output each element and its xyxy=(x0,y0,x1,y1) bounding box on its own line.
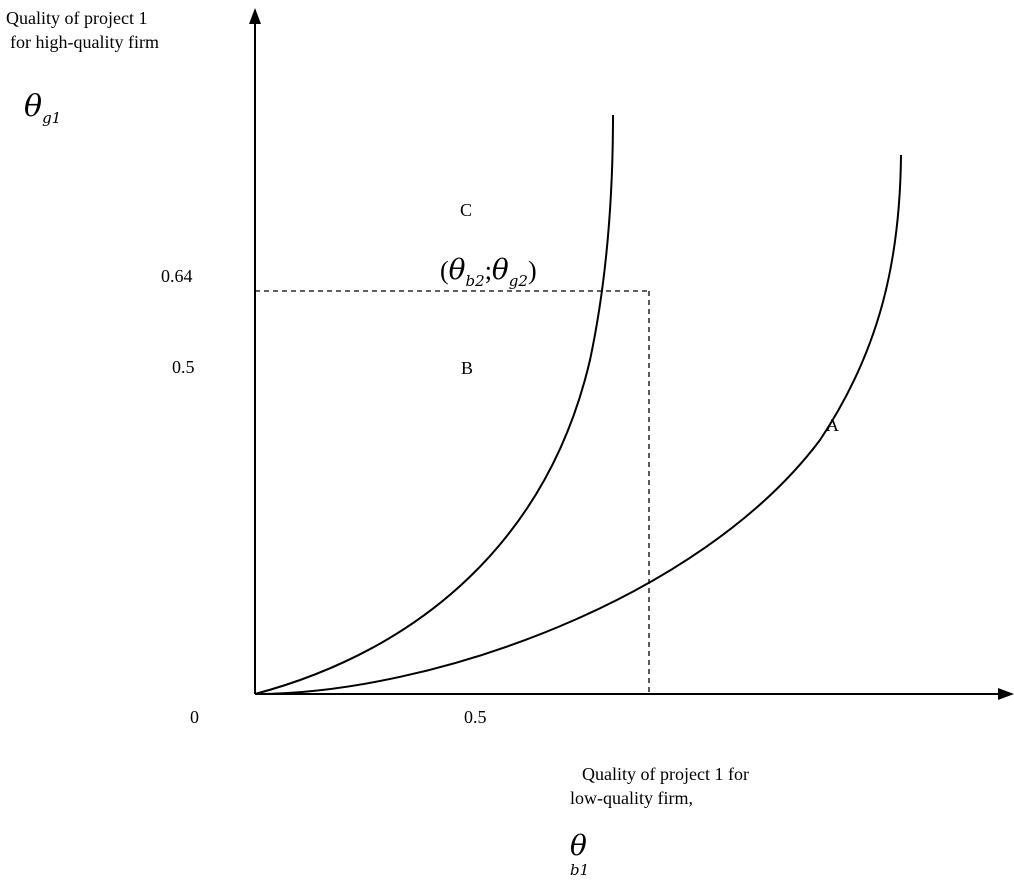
region-label-b: B xyxy=(461,358,474,378)
tick-label-y-05: 0.5 xyxy=(172,357,195,377)
point-label-separator: ; xyxy=(484,256,492,285)
point-label-theta-b: θ xyxy=(448,253,466,286)
inner-curve xyxy=(254,114,614,695)
y-axis-symbol-subscript: g1 xyxy=(42,109,62,127)
y-axis-title: Quality of project 1 for high-quality fi… xyxy=(6,6,159,54)
x-axis-arrowhead xyxy=(998,688,1014,700)
outer-curve-a xyxy=(254,154,902,695)
x-axis-symbol-subscript: b1 xyxy=(570,861,590,879)
y-axis-title-line1: Quality of project 1 xyxy=(6,8,148,28)
diagram-canvas xyxy=(249,8,1014,700)
x-axis-title-line2-text: low-quality firm, xyxy=(570,788,693,808)
x-axis-theta-symbol: θ xyxy=(570,829,587,862)
point-label: (θb2;θg2) xyxy=(440,256,537,289)
point-label-sub-b2: b2 xyxy=(465,272,485,290)
y-axis-arrowhead xyxy=(249,8,261,24)
tick-label-x-05: 0.5 xyxy=(464,707,487,727)
point-label-open-paren: ( xyxy=(440,256,449,285)
x-axis-title-line2: low-quality firm, θ b1 xyxy=(570,786,749,882)
x-axis-title-line1: Quality of project 1 for xyxy=(582,764,749,784)
point-label-sub-g2: g2 xyxy=(508,272,528,290)
region-label-c: C xyxy=(460,200,473,220)
region-label-a: A xyxy=(826,415,839,435)
y-axis-symbol: θg1 xyxy=(24,92,61,126)
point-label-theta-g: θ xyxy=(491,253,509,286)
tick-label-origin: 0 xyxy=(190,707,199,727)
theta-symbol: θ xyxy=(24,89,43,124)
tick-label-y-064: 0.64 xyxy=(161,266,193,286)
y-axis-title-line2: for high-quality firm xyxy=(10,32,159,52)
point-label-close-paren: ) xyxy=(527,256,537,285)
x-axis-title: Quality of project 1 for low-quality fir… xyxy=(570,762,749,882)
